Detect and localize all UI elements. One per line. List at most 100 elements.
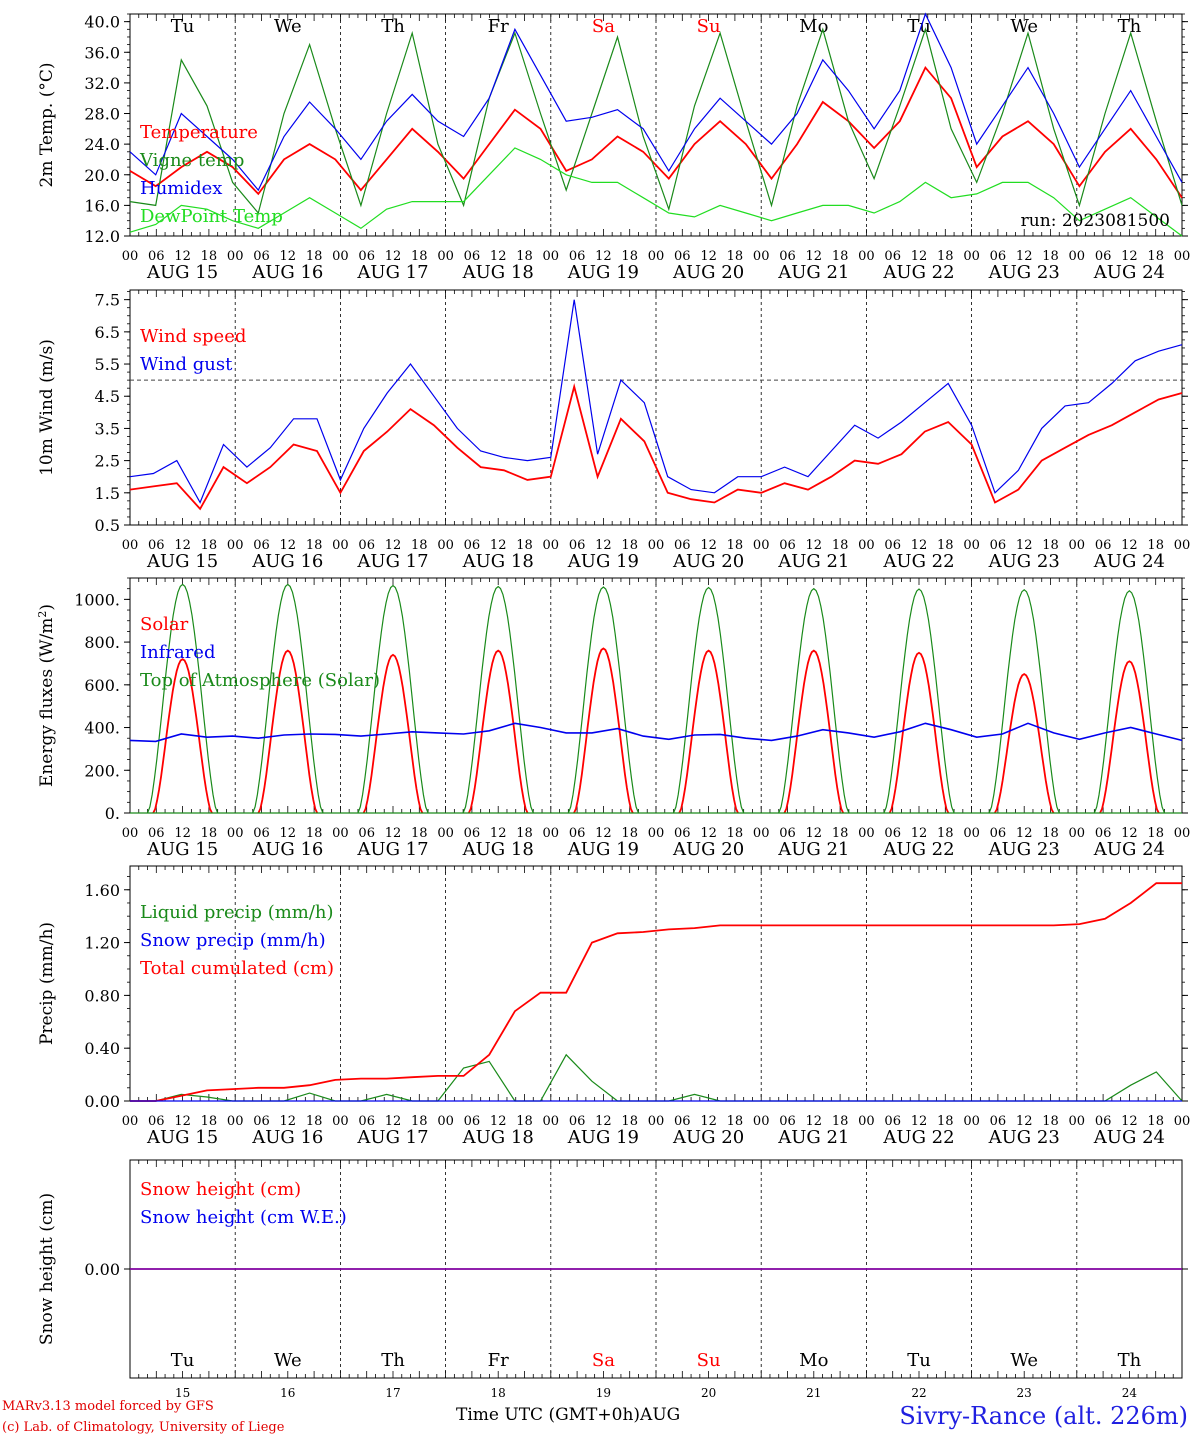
hour-label: 00 (227, 249, 244, 264)
legend-entry: Snow height (cm) (140, 1179, 301, 1200)
toa-solar-curve (462, 585, 534, 814)
y-tick-label: 3.5 (95, 419, 120, 438)
legend-entry: Total cumulated (cm) (140, 958, 334, 979)
y-tick-label: 0. (105, 804, 120, 823)
panel-3: 0. 200. 400. 600. 800. 1000. Energy fluxes (W/… (36, 577, 1190, 860)
hour-label: 00 (648, 538, 665, 553)
date-label: AUG 22 (882, 839, 954, 860)
day-number: 20 (701, 1386, 716, 1400)
hour-label: 18 (832, 1114, 849, 1129)
hour-label: 00 (1174, 1114, 1191, 1129)
hour-label: 12 (1121, 538, 1138, 553)
day-number: 23 (1017, 1386, 1032, 1400)
hour-label: 00 (858, 826, 875, 841)
hour-label: 00 (648, 826, 665, 841)
hour-label: 06 (358, 249, 375, 264)
y-tick-label: 200. (84, 761, 120, 780)
hour-label: 12 (911, 538, 928, 553)
hour-label: 00 (122, 538, 139, 553)
y-tick-label: 1000. (74, 590, 120, 609)
hour-label: 18 (306, 826, 323, 841)
run-annotation: run: 2023081500 (1021, 211, 1170, 231)
hour-label: 12 (280, 826, 297, 841)
hour-label: 00 (858, 249, 875, 264)
weekday-label: Fr (488, 1350, 509, 1371)
hour-label: 00 (1174, 538, 1191, 553)
date-label: AUG 23 (988, 1127, 1060, 1148)
hour-label: 18 (937, 538, 954, 553)
hour-label: 18 (1147, 1114, 1164, 1129)
weekday-label: We (1010, 1350, 1038, 1371)
hour-label: 18 (621, 1114, 638, 1129)
hour-label: 12 (174, 249, 191, 264)
hour-label: 00 (963, 249, 980, 264)
solar-curve (994, 673, 1055, 814)
y-tick-label: 7.5 (95, 291, 120, 310)
hour-label: 18 (832, 249, 849, 264)
hour-label: 06 (148, 826, 165, 841)
hour-label: 06 (674, 538, 691, 553)
panel-5: 0.00 Snow height (cm) Tu 15 We 16 Th 17 Fr 18 Sa 19… (37, 1159, 1188, 1400)
hour-label: 12 (595, 826, 612, 841)
y-axis-label: 10m Wind (m/s) (37, 339, 57, 476)
date-label: AUG 16 (251, 839, 323, 860)
y-tick-label: 1.5 (95, 484, 120, 503)
hour-label: 06 (674, 826, 691, 841)
toa-solar-curve (988, 589, 1060, 814)
solar-curve (678, 649, 739, 814)
series-line (129, 65, 1183, 199)
weekday-label: Tu (907, 1350, 931, 1371)
hour-label: 18 (621, 826, 638, 841)
date-label: AUG 16 (251, 262, 323, 283)
weekday-label: Su (697, 16, 721, 37)
hour-label: 12 (1016, 249, 1033, 264)
hour-label: 00 (858, 538, 875, 553)
day-number: 18 (491, 1386, 506, 1400)
y-tick-label: 600. (84, 676, 120, 695)
hour-label: 12 (595, 538, 612, 553)
hour-label: 00 (437, 538, 454, 553)
hour-label: 12 (490, 249, 507, 264)
date-label: AUG 19 (567, 262, 639, 283)
hour-label: 06 (358, 826, 375, 841)
hour-label: 18 (411, 826, 428, 841)
hour-label: 12 (911, 826, 928, 841)
date-label: AUG 16 (251, 1127, 323, 1148)
date-label: AUG 20 (672, 551, 744, 572)
date-label: AUG 20 (672, 839, 744, 860)
hour-label: 06 (464, 249, 481, 264)
legend-entry: Humidex (140, 178, 222, 199)
hour-label: 00 (437, 249, 454, 264)
toa-solar-curve (252, 583, 324, 814)
y-tick-label: 5.5 (95, 355, 120, 374)
date-label: AUG 17 (356, 1127, 428, 1148)
hour-label: 18 (306, 1114, 323, 1129)
date-label: AUG 18 (462, 1127, 534, 1148)
model-credit-line-1: MARv3.13 model forced by GFS (2, 1399, 214, 1414)
hour-label: 00 (437, 1114, 454, 1129)
toa-solar-curve (567, 586, 640, 814)
hour-label: 06 (779, 826, 796, 841)
hour-label: 18 (411, 249, 428, 264)
hour-label: 06 (148, 538, 165, 553)
hour-label: 06 (990, 826, 1007, 841)
y-tick-label: 36.0 (84, 43, 120, 62)
y-axis-label: Precip (mm/h) (37, 922, 57, 1045)
hour-label: 00 (332, 826, 349, 841)
weekday-label: Tu (171, 1350, 195, 1371)
hour-label: 06 (569, 538, 586, 553)
hour-label: 00 (1069, 1114, 1086, 1129)
hour-label: 00 (963, 826, 980, 841)
date-label: AUG 21 (777, 262, 849, 283)
hour-label: 06 (779, 249, 796, 264)
hour-label: 12 (174, 826, 191, 841)
hour-label: 12 (490, 826, 507, 841)
hour-label: 00 (648, 1114, 665, 1129)
hour-label: 12 (700, 1114, 717, 1129)
date-label: AUG 17 (356, 839, 428, 860)
hour-label: 18 (1147, 538, 1164, 553)
hour-label: 06 (253, 826, 270, 841)
toa-solar-curve (672, 586, 745, 814)
toa-solar-curve (778, 587, 850, 814)
